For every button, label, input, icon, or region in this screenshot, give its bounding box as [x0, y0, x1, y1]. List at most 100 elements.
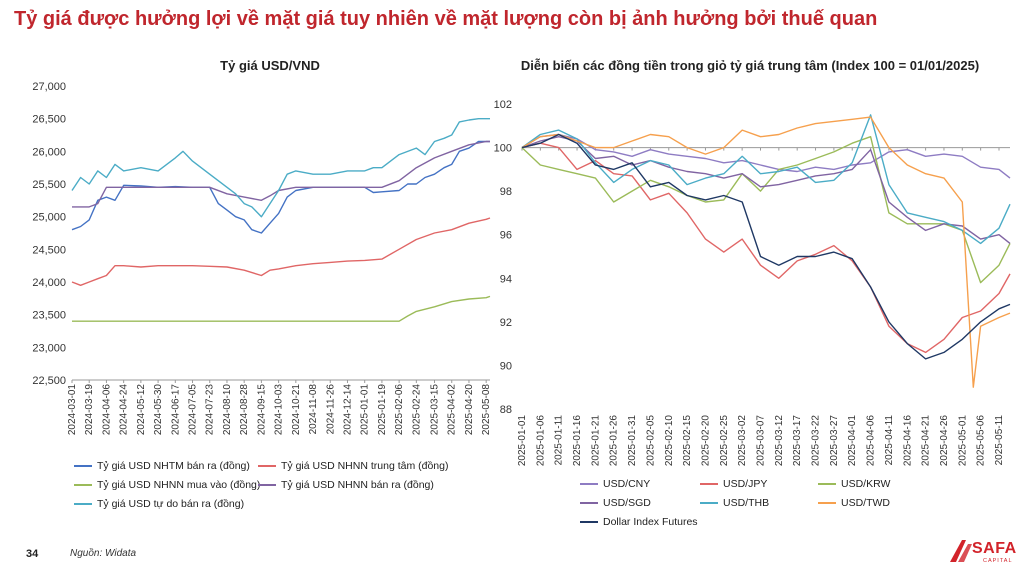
x-tick-label: 2025-04-01	[847, 415, 858, 467]
x-tick-label: 2025-04-06	[866, 415, 877, 467]
legend-label: Dollar Index Futures	[603, 516, 698, 528]
page-title: Tỷ giá được hưởng lợi về mặt giá tuy nhi…	[14, 8, 878, 30]
x-tick-label: 2025-05-06	[976, 415, 987, 467]
legend-label: USD/TWD	[841, 497, 890, 509]
legend-label: USD/CNY	[603, 478, 651, 490]
y-tick-label: 22,500	[32, 375, 66, 387]
y-tick-label: 26,000	[32, 146, 66, 158]
source-note: Nguồn: Widata	[70, 548, 137, 559]
x-tick-label: 2025-03-22	[811, 415, 822, 467]
x-tick-label: 2024-10-03	[274, 384, 285, 436]
series-line-1-1	[71, 140, 490, 234]
legend-swatch	[700, 483, 718, 485]
x-tick-label: 2024-08-10	[222, 384, 233, 436]
x-tick-label: 2025-03-07	[755, 415, 766, 467]
chart-title-usd-vnd: Tỷ giá USD/VND	[220, 58, 320, 73]
x-tick-label: 2025-02-20	[700, 415, 711, 467]
logo-subtext: CAPITAL	[983, 558, 1013, 564]
y-tick-label: 25,000	[32, 212, 66, 224]
x-tick-label: 2025-03-15	[430, 384, 441, 436]
x-tick-label: 2024-06-17	[170, 384, 181, 436]
x-tick-label: 2025-02-25	[719, 415, 730, 467]
y-tick-label: 98	[500, 186, 512, 198]
x-tick-label: 2024-08-28	[239, 384, 250, 436]
page-number: 34	[26, 548, 39, 560]
legend-item: Dollar Index Futures	[580, 516, 698, 528]
x-tick-label: 2024-03-01	[67, 384, 78, 436]
x-tick-label: 2025-01-31	[627, 415, 638, 467]
legend-item: USD/KRW	[818, 478, 890, 490]
chart-title-currency-basket: Diễn biến các đồng tiền trong giỏ tỷ giá…	[520, 58, 980, 73]
x-tick-label: 2025-02-06	[394, 384, 405, 436]
logo-text: SAFA	[972, 540, 1017, 557]
x-tick-label: 2024-11-26	[325, 384, 336, 435]
legend-swatch	[74, 503, 92, 505]
x-tick-label: 2025-01-01	[360, 384, 371, 436]
x-tick-label: 2024-05-30	[153, 384, 164, 436]
x-tick-label: 2025-02-10	[664, 415, 675, 467]
legend-item: Tỷ giá USD tự do bán ra (đồng)	[74, 498, 244, 510]
legend-item: USD/SGD	[580, 497, 651, 509]
x-tick-label: 2025-03-17	[792, 415, 803, 467]
y-tick-label: 26,500	[32, 114, 66, 126]
x-tick-label: 2025-01-11	[554, 415, 565, 466]
y-tick-label: 27,000	[32, 81, 66, 93]
y-tick-label: 25,500	[32, 179, 66, 191]
x-tick-label: 2025-03-02	[737, 415, 748, 467]
legend-swatch	[258, 465, 276, 467]
legend-item: Tỷ giá USD NHNN bán ra (đồng)	[258, 479, 434, 491]
series-line-2-2	[521, 142, 1011, 354]
legend-label: USD/JPY	[723, 478, 768, 490]
legend-swatch	[74, 465, 92, 467]
series-line-2-3	[521, 135, 1011, 284]
x-tick-label: 2025-04-20	[464, 384, 475, 436]
legend-label: Tỷ giá USD NHNN trung tâm (đồng)	[281, 460, 449, 472]
legend-item: USD/THB	[700, 497, 769, 509]
legend-label: USD/SGD	[603, 497, 651, 509]
series-line-2-5	[521, 114, 1011, 245]
legend-swatch	[580, 521, 598, 523]
x-tick-label: 2025-02-15	[682, 415, 693, 467]
x-tick-label: 2024-05-12	[136, 384, 147, 436]
x-tick-label: 2024-11-08	[308, 384, 319, 435]
legend-swatch	[580, 502, 598, 504]
x-tick-label: 2025-05-08	[481, 384, 492, 436]
x-tick-label: 2025-03-12	[774, 415, 785, 467]
y-tick-label: 90	[500, 360, 512, 372]
series-line-2-6	[521, 116, 1011, 388]
series-line-2-4	[521, 135, 1011, 244]
x-tick-label: 2025-01-16	[572, 415, 583, 467]
x-tick-label: 2025-01-26	[609, 415, 620, 467]
x-tick-label: 2025-04-11	[884, 415, 895, 466]
x-tick-label: 2024-04-24	[119, 384, 130, 436]
y-tick-label: 24,000	[32, 277, 66, 289]
legend-item: USD/TWD	[818, 497, 890, 509]
x-tick-label: 2025-05-11	[994, 415, 1005, 466]
legend-label: USD/THB	[723, 497, 770, 509]
y-tick-label: 23,500	[32, 310, 66, 322]
x-tick-label: 2025-03-27	[829, 415, 840, 467]
series-line-1-2	[71, 217, 491, 286]
x-tick-label: 2024-07-05	[188, 384, 199, 436]
x-tick-label: 2025-02-24	[411, 384, 422, 436]
safa-logo: SAFA CAPITAL	[946, 536, 1016, 568]
x-tick-label: 2024-03-19	[84, 384, 95, 436]
legend-label: Tỷ giá USD NHNN mua vào (đồng)	[97, 479, 261, 491]
legend-item: USD/CNY	[580, 478, 650, 490]
legend-item: USD/JPY	[700, 478, 767, 490]
x-tick-label: 2025-02-05	[645, 415, 656, 467]
y-tick-label: 23,000	[32, 342, 66, 354]
y-tick-label: 92	[500, 317, 512, 329]
series-line-1-5	[71, 117, 490, 218]
x-tick-label: 2024-04-06	[101, 384, 112, 436]
legend-swatch	[818, 483, 836, 485]
x-tick-label: 2024-09-15	[256, 384, 267, 436]
x-tick-label: 2025-04-16	[902, 415, 913, 467]
x-tick-label: 2025-01-19	[377, 384, 388, 436]
series-line-1-4	[72, 140, 490, 208]
x-tick-label: 2025-01-21	[590, 415, 601, 467]
legend-swatch	[818, 502, 836, 504]
legend-item: Tỷ giá USD NHNN mua vào (đồng)	[74, 479, 260, 491]
y-tick-label: 88	[500, 404, 512, 416]
